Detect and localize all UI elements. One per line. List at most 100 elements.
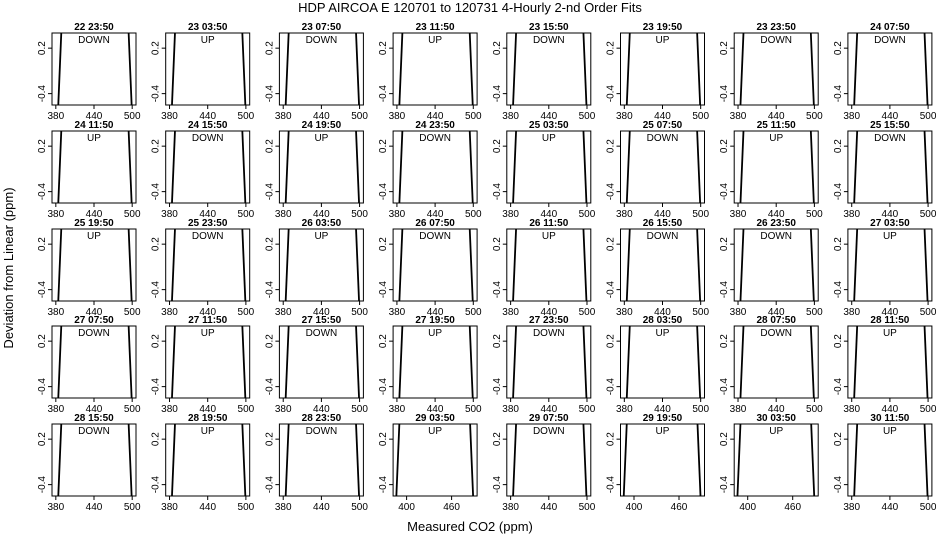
x-tick-label: 500 bbox=[351, 502, 368, 513]
panel-direction-label: UP bbox=[87, 133, 101, 144]
fit-curve-left bbox=[171, 32, 176, 106]
fit-curve-left bbox=[398, 325, 404, 399]
fit-curve-left bbox=[171, 325, 176, 399]
x-tick-label: 440 bbox=[768, 307, 785, 318]
x-tick-label: 500 bbox=[920, 404, 936, 415]
fit-curve-right bbox=[241, 423, 247, 497]
fit-curve-left bbox=[284, 423, 290, 497]
x-tick-label: 380 bbox=[843, 307, 860, 318]
x-tick-label: 500 bbox=[692, 209, 709, 220]
fit-curve-left bbox=[171, 130, 176, 204]
panel-direction-label: UP bbox=[883, 231, 897, 242]
panel-direction-label: DOWN bbox=[874, 133, 906, 144]
y-tick-label: 0.2 bbox=[37, 334, 48, 348]
fit-curve-right bbox=[582, 130, 588, 204]
x-tick-label: 500 bbox=[124, 502, 141, 513]
x-tick-label: 440 bbox=[313, 307, 330, 318]
fit-panel: 28 19:50 UP 380 440 500 -0.4 0.2 bbox=[151, 413, 255, 513]
x-tick-label: 500 bbox=[465, 307, 482, 318]
y-tick-label: 0.2 bbox=[151, 334, 162, 348]
y-tick-label: 0.2 bbox=[833, 237, 844, 251]
panel-direction-label: UP bbox=[201, 426, 215, 437]
fit-panel: 26 11:50 UP 380 440 500 -0.4 0.2 bbox=[492, 218, 596, 318]
fit-panel: 24 15:50 DOWN 380 440 500 -0.4 0.2 bbox=[151, 120, 255, 220]
panel-direction-label: UP bbox=[883, 426, 897, 437]
y-tick-label: -0.4 bbox=[719, 85, 730, 103]
x-tick-label: 500 bbox=[806, 209, 823, 220]
fit-panel: 27 07:50 DOWN 380 440 500 -0.4 0.2 bbox=[37, 315, 141, 415]
fit-panel: 27 23:50 DOWN 380 440 500 -0.4 0.2 bbox=[492, 315, 596, 415]
panel-time-label: 27 15:50 bbox=[302, 315, 342, 326]
y-tick-label: -0.4 bbox=[37, 476, 48, 494]
x-tick-label: 380 bbox=[616, 111, 633, 122]
panel-time-label: 30 03:50 bbox=[756, 413, 796, 424]
panel-time-label: 25 23:50 bbox=[188, 218, 228, 229]
x-tick-label: 440 bbox=[199, 307, 216, 318]
panel-time-label: 23 15:50 bbox=[529, 22, 569, 33]
fit-curve-right bbox=[468, 130, 474, 204]
x-tick-label: 500 bbox=[124, 307, 141, 318]
y-tick-label: -0.4 bbox=[151, 183, 162, 201]
x-tick-label: 380 bbox=[616, 209, 633, 220]
fit-curve-right bbox=[468, 32, 474, 106]
fit-curve-right bbox=[127, 325, 133, 399]
fit-panel: 25 07:50 DOWN 380 440 500 -0.4 0.2 bbox=[606, 120, 710, 220]
x-tick-label: 500 bbox=[351, 307, 368, 318]
x-tick-label: 380 bbox=[47, 502, 64, 513]
panel-time-label: 28 19:50 bbox=[188, 413, 228, 424]
fit-curve-left bbox=[57, 423, 63, 497]
y-tick-label: 0.2 bbox=[378, 237, 389, 251]
panel-direction-label: DOWN bbox=[78, 426, 110, 437]
fit-curve-left bbox=[512, 423, 517, 497]
panel-time-label: 28 11:50 bbox=[870, 315, 909, 326]
x-tick-label: 440 bbox=[86, 111, 103, 122]
fit-curve-right bbox=[468, 325, 474, 399]
x-tick-label: 440 bbox=[427, 404, 444, 415]
y-tick-label: -0.4 bbox=[833, 281, 844, 299]
panel-direction-label: DOWN bbox=[533, 35, 565, 46]
fit-curve-left bbox=[622, 423, 628, 497]
x-tick-label: 400 bbox=[626, 502, 643, 513]
fit-panel: 26 15:50 DOWN 380 440 500 -0.4 0.2 bbox=[606, 218, 710, 318]
fit-curve-left bbox=[625, 228, 631, 302]
x-tick-label: 380 bbox=[275, 502, 292, 513]
fit-curve-right bbox=[355, 325, 360, 399]
panel-time-label: 26 15:50 bbox=[643, 218, 683, 229]
y-tick-label: -0.4 bbox=[151, 85, 162, 103]
x-tick-label: 500 bbox=[351, 209, 368, 220]
x-tick-label: 500 bbox=[579, 111, 596, 122]
fit-curve-right bbox=[809, 325, 815, 399]
panel-time-label: 30 11:50 bbox=[870, 413, 909, 424]
y-tick-label: -0.4 bbox=[151, 378, 162, 396]
x-tick-label: 500 bbox=[124, 209, 141, 220]
y-tick-label: -0.4 bbox=[492, 281, 503, 299]
x-tick-label: 500 bbox=[465, 404, 482, 415]
fit-curve-right bbox=[923, 423, 929, 497]
x-tick-label: 440 bbox=[313, 111, 330, 122]
panel-time-label: 28 03:50 bbox=[643, 315, 683, 326]
x-tick-label: 380 bbox=[502, 502, 519, 513]
x-tick-label: 440 bbox=[882, 307, 899, 318]
x-tick-label: 380 bbox=[502, 111, 519, 122]
panel-time-label: 28 15:50 bbox=[74, 413, 114, 424]
x-tick-label: 500 bbox=[351, 111, 368, 122]
panel-time-label: 29 07:50 bbox=[529, 413, 569, 424]
y-tick-label: 0.2 bbox=[492, 432, 503, 446]
panel-direction-label: DOWN bbox=[647, 231, 679, 242]
fit-panel: 23 03:50 UP 380 440 500 -0.4 0.2 bbox=[151, 22, 255, 122]
y-tick-label: -0.4 bbox=[833, 183, 844, 201]
panel-direction-label: UP bbox=[656, 35, 670, 46]
fit-curve-left bbox=[398, 32, 404, 106]
x-tick-label: 380 bbox=[47, 307, 64, 318]
panel-direction-label: UP bbox=[428, 328, 442, 339]
fit-panel: 23 11:50 UP 380 440 500 -0.4 0.2 bbox=[378, 22, 482, 122]
x-tick-label: 440 bbox=[768, 404, 785, 415]
fit-panel: 25 19:50 UP 380 440 500 -0.4 0.2 bbox=[37, 218, 141, 318]
fit-curve-left bbox=[512, 130, 517, 204]
fit-curve-right bbox=[355, 130, 360, 204]
fit-curve-right bbox=[468, 228, 474, 302]
y-tick-label: -0.4 bbox=[719, 183, 730, 201]
y-tick-label: 0.2 bbox=[833, 41, 844, 55]
x-tick-label: 380 bbox=[616, 307, 633, 318]
